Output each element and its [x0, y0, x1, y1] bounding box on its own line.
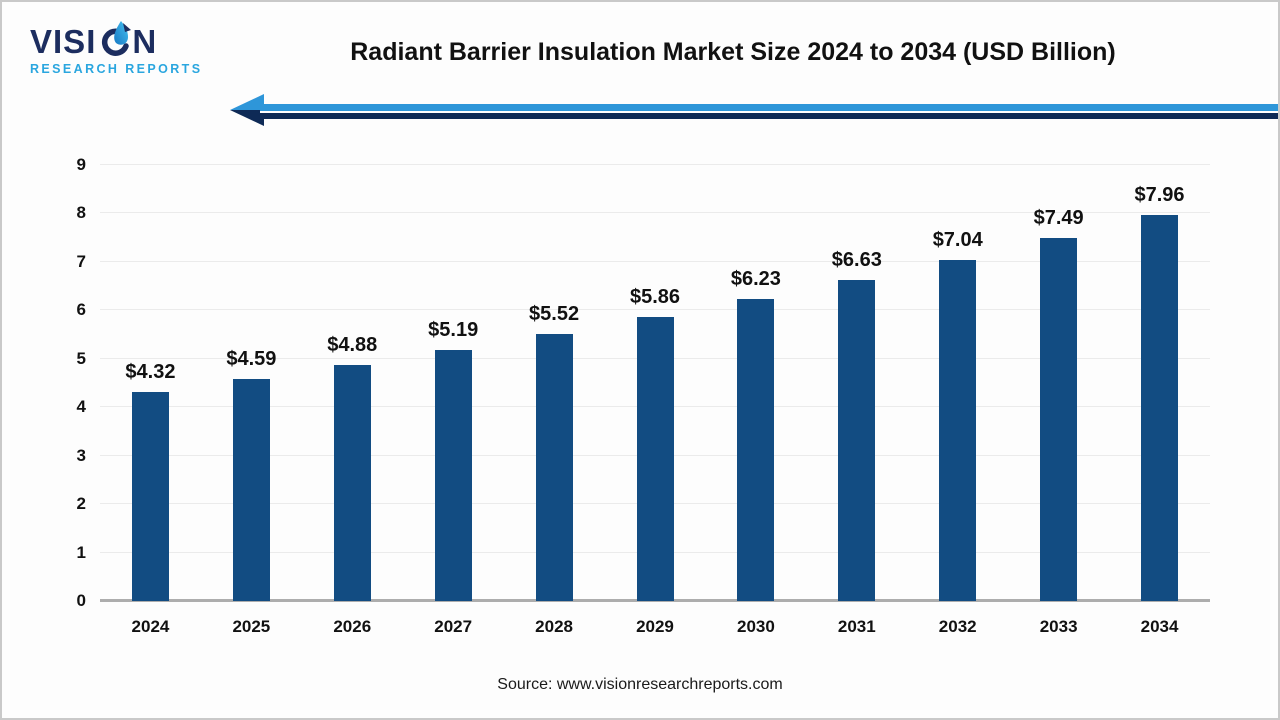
bar-2029: [636, 317, 674, 601]
bar-2027: [434, 349, 472, 601]
y-axis-tick-label: 5: [76, 348, 86, 368]
arrow-shaft-top: [260, 104, 1278, 111]
logo-text-end: N: [132, 23, 158, 60]
bar-value-label: $7.96: [1134, 184, 1185, 207]
y-axis-tick-label: 9: [76, 155, 86, 174]
bar-2028: [535, 333, 573, 601]
arrow-head-icon: [230, 94, 264, 126]
arrow-shaft-gap: [260, 111, 1278, 113]
logo-text-start: VISI: [30, 23, 97, 60]
gridline: [100, 212, 1210, 214]
source-text: Source: www.visionresearchreports.com: [497, 676, 783, 693]
bar-2032: [939, 259, 977, 601]
x-axis-tick-label: 2032: [938, 617, 977, 636]
logo-subtitle: RESEARCH REPORTS: [30, 62, 203, 76]
x-axis-tick-label: 2031: [837, 617, 876, 636]
bar-value-label: $4.32: [125, 360, 176, 383]
logo-wordmark: VISI N: [30, 20, 220, 58]
y-axis-tick-label: 0: [76, 591, 86, 610]
x-axis-tick-label: 2024: [131, 617, 170, 636]
gridline: [100, 309, 1210, 311]
gridline: [100, 260, 1210, 262]
gridline: [100, 164, 1210, 165]
x-axis-tick-label: 2029: [636, 617, 674, 636]
bar-2025: [232, 378, 270, 601]
y-axis-tick-label: 3: [76, 445, 86, 465]
x-axis-tick-label: 2033: [1039, 617, 1078, 636]
bar-value-label: $5.52: [529, 302, 580, 325]
bar-2034: [1141, 215, 1179, 601]
bar-value-label: $7.49: [1033, 207, 1084, 230]
bar-2030: [737, 299, 775, 601]
y-axis-tick-label: 1: [76, 542, 86, 562]
x-axis-tick-label: 2025: [232, 617, 271, 636]
bar-2024: [131, 391, 169, 601]
x-axis-tick-label: 2030: [736, 617, 775, 636]
title-underline-arrow-icon: [230, 92, 1278, 128]
bar-2026: [333, 364, 371, 601]
y-axis-tick-label: 2: [76, 494, 86, 514]
x-axis-tick-label: 2026: [333, 617, 372, 636]
bar-2031: [838, 279, 876, 601]
bar-value-label: $7.04: [932, 228, 983, 251]
y-axis-tick-label: 8: [76, 203, 86, 223]
bar-value-label: $6.23: [730, 268, 781, 291]
bar-value-label: $5.19: [428, 318, 479, 341]
logo-swoosh-icon: [102, 21, 132, 56]
bar-2033: [1040, 238, 1078, 601]
plot-area: 0 1 2 3 4 5 6 7 8 9 $4.32 2024 $4.59 2025 $4.88 2026 $5.…: [77, 155, 1210, 636]
y-axis-tick-label: 7: [76, 251, 86, 271]
chart-title: Radiant Barrier Insulation Market Size 2…: [350, 38, 1116, 66]
y-axis-tick-label: 6: [76, 300, 86, 320]
bar-value-label: $6.63: [831, 248, 882, 271]
x-axis-tick-label: 2027: [434, 617, 473, 636]
bar-value-label: $4.59: [226, 347, 277, 370]
x-axis-tick-label: 2034: [1140, 617, 1179, 636]
bar-value-label: $4.88: [327, 333, 378, 356]
x-axis-tick-label: 2028: [535, 617, 573, 636]
bar-value-label: $5.86: [629, 286, 681, 309]
y-axis-tick-label: 4: [76, 397, 86, 417]
brand-logo: VISI N RESEARCH REPORTS: [30, 20, 220, 76]
arrow-shaft-bottom: [260, 113, 1278, 119]
